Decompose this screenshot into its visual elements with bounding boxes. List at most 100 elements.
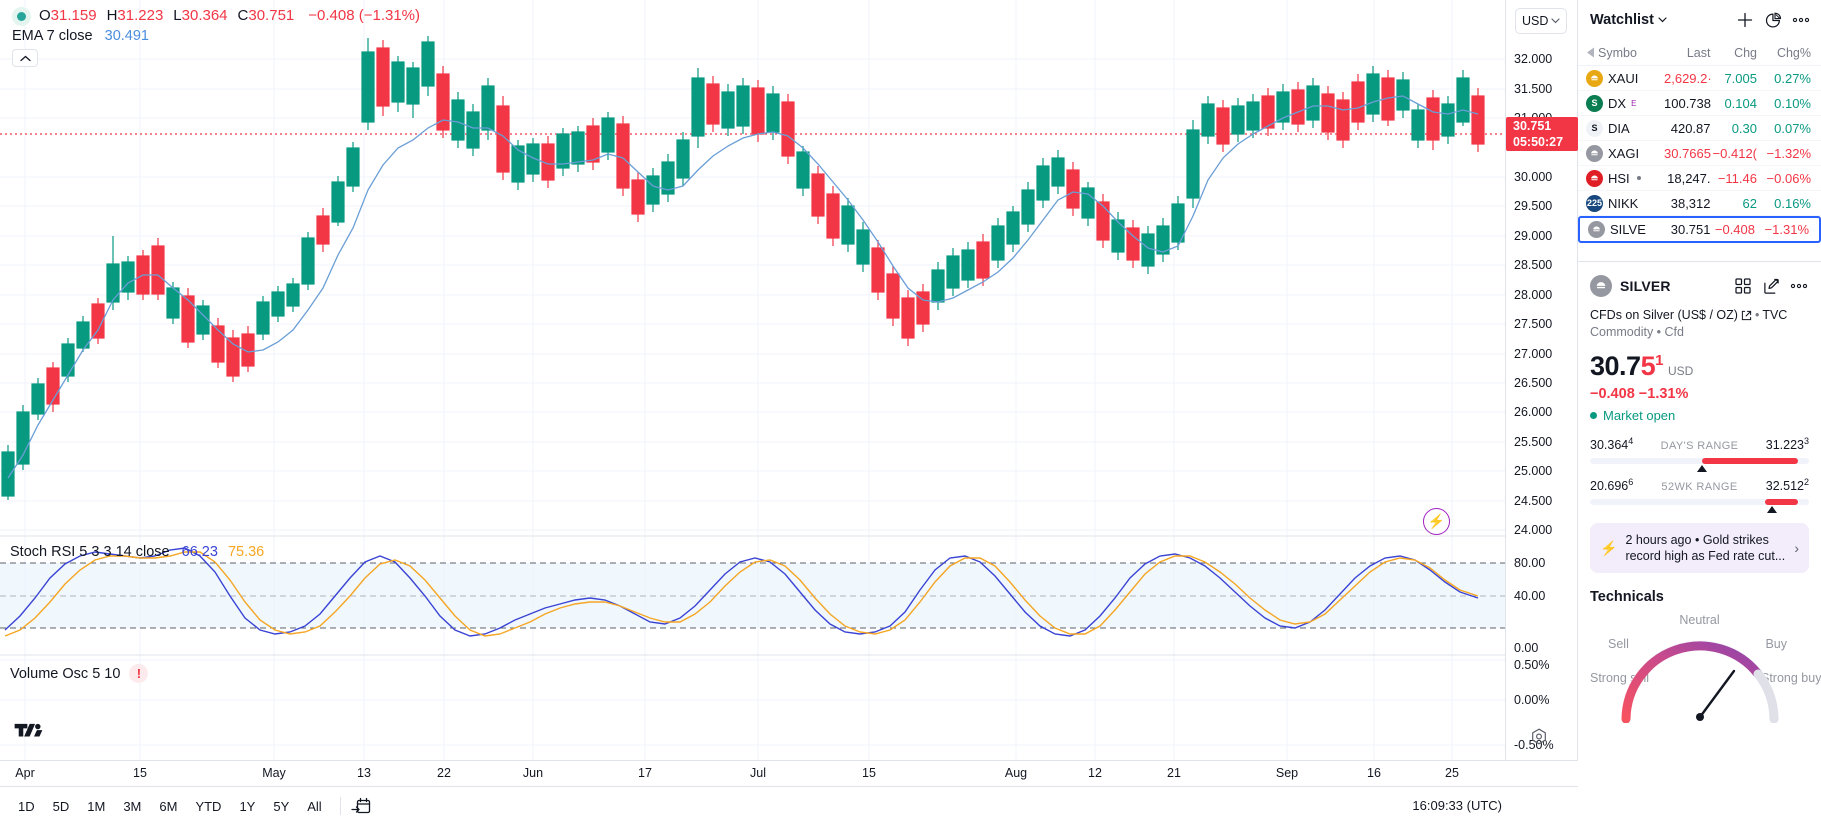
timeframe-3m[interactable]: 3M	[115, 795, 149, 818]
symbol-badge-icon	[1588, 221, 1605, 238]
watchlist-column-headers: Symbo Last Chg Chg%	[1578, 40, 1821, 66]
column-chg[interactable]: Chg	[1734, 45, 1757, 60]
symbol-more-options-icon[interactable]	[1789, 276, 1809, 296]
symbol-label: HSI	[1608, 170, 1630, 186]
time-tick: 12	[1088, 766, 1102, 780]
watchlist-more-options-icon[interactable]	[1791, 10, 1811, 30]
technicals-gauge[interactable]: Neutral Sell Buy Strong sell Strong buy	[1590, 609, 1821, 724]
right-sidebar: Watchlist	[1578, 0, 1821, 825]
symbol-cell: XAUI	[1586, 69, 1664, 87]
gauge-label-strong-buy: Strong buy	[1761, 671, 1821, 686]
stoch-rsi-pane	[0, 547, 1506, 637]
edit-pencil-icon[interactable]	[1761, 276, 1781, 296]
timeframe-1m[interactable]: 1M	[79, 795, 113, 818]
symbol-label: XAGI	[1608, 145, 1640, 161]
last-price-cell: 420.87	[1670, 120, 1711, 136]
price-scale[interactable]: 32.000 31.500 31.000 30.751 05:50:27 30.…	[1505, 0, 1578, 760]
watchlist-title-dropdown[interactable]: Watchlist	[1590, 12, 1667, 28]
timeframe-all[interactable]: All	[299, 795, 329, 818]
timeframe-5y[interactable]: 5Y	[265, 795, 297, 818]
collapse-legend-button[interactable]	[12, 49, 38, 67]
stoch-k-line	[4, 547, 1479, 637]
price-tick: 24.000	[1514, 523, 1553, 537]
last-price-cell: 30.751	[1670, 222, 1711, 237]
current-price-tag: 30.751 05:50:27	[1506, 117, 1578, 151]
time-axis[interactable]: Apr 15 May 13 22 Jun 17 Jul 15 Aug 12 21…	[0, 760, 1578, 786]
symbol-status-dot	[1636, 176, 1641, 180]
ohlc-change: −0.408 (−1.31%)	[308, 7, 421, 24]
ohlc-legend: O31.159 H31.223 L30.364 C30.751 −0.408 (…	[12, 6, 420, 26]
timeframe-6m[interactable]: 6M	[151, 795, 185, 818]
watchlist-row-xaui[interactable]: XAUI 2,629.2· 7.005 0.27%	[1578, 66, 1821, 91]
gauge-needle-pivot	[1695, 713, 1704, 722]
time-tick: 15	[133, 766, 147, 780]
currency-selector[interactable]: USD	[1515, 8, 1567, 34]
watchlist-title: Watchlist	[1590, 12, 1654, 28]
symbol-detail-header: SILVER	[1590, 272, 1809, 300]
ohlc-close: C30.751	[237, 7, 295, 24]
chart-canvas[interactable]	[0, 0, 1578, 760]
current-price: 30.751	[1513, 119, 1552, 133]
watchlist-row-dia[interactable]: S DIA 420.87 0.30 0.07%	[1578, 116, 1821, 141]
toolbar-divider	[339, 797, 341, 815]
news-text: 2 hours ago • Gold strikes record high a…	[1625, 532, 1786, 564]
symbol-cell: 225 NIKK	[1586, 194, 1664, 212]
technicals-title: Technicals	[1590, 589, 1664, 606]
price-tick: 24.500	[1514, 494, 1553, 508]
column-chgpct[interactable]: Chg%	[1776, 45, 1811, 60]
timeframe-1y[interactable]: 1Y	[231, 795, 263, 818]
days-range-labels: 30.3644 DAY'S RANGE 31.2233	[1590, 436, 1809, 452]
tradingview-logo[interactable]	[14, 722, 48, 742]
last-price-cell: 18,247.	[1667, 170, 1711, 186]
watchlist-row-hsi[interactable]: HSI 18,247. −11.46 −0.06%	[1578, 166, 1821, 191]
symbol-label: DIA	[1608, 120, 1630, 136]
external-link-icon[interactable]	[1741, 310, 1752, 321]
news-card[interactable]: ⚡ 2 hours ago • Gold strikes record high…	[1590, 523, 1809, 574]
stoch-tick: 0.00	[1514, 641, 1539, 655]
symbol-description: CFDs on Silver (US$ / OZ)	[1590, 308, 1738, 322]
utc-clock: 16:09:33 (UTC)	[1412, 798, 1502, 813]
add-symbol-icon[interactable]	[1735, 10, 1755, 30]
change-percent-cell: 0.27%	[1774, 70, 1811, 86]
column-last[interactable]: Last	[1686, 45, 1711, 60]
stoch-rsi-legend[interactable]: Stoch RSI 5 3 3 14 close 66.23 75.36	[10, 544, 264, 560]
timeframe-ytd[interactable]: YTD	[187, 795, 229, 818]
grid-layout-icon[interactable]	[1733, 276, 1753, 296]
symbol-name: SILVER	[1620, 278, 1671, 294]
symbol-superscript: E	[1631, 98, 1637, 108]
timeframe-1d[interactable]: 1D	[10, 795, 43, 818]
week52-range-fill	[1765, 499, 1799, 506]
stoch-k-value: 66.23	[181, 544, 218, 560]
column-symbol[interactable]: Symbo	[1586, 46, 1664, 60]
market-status-label: Market open	[1603, 408, 1676, 423]
symbol-status-dot	[12, 6, 31, 26]
watchlist-row-nikk[interactable]: 225 NIKK 38,312 62 0.16%	[1578, 191, 1821, 216]
watchlist-header: Watchlist	[1578, 0, 1821, 40]
timeframe-5d[interactable]: 5D	[45, 795, 78, 818]
symbol-exchange: TVC	[1762, 308, 1788, 322]
technicals-section: Technicals Neutral Sell Buy Strong sell …	[1578, 589, 1821, 724]
price-tick: 25.500	[1514, 435, 1553, 449]
volosc-tick: 0.00%	[1514, 693, 1550, 707]
symbol-cell: S DX E	[1586, 94, 1664, 112]
week52-range-block: 20.6966 52WK RANGE 32.5122	[1590, 477, 1809, 514]
volume-osc-legend[interactable]: Volume Osc 5 10 !	[10, 664, 149, 683]
watchlist-row-xagi[interactable]: XAGI 30.7665 −0.412(−1.32%	[1578, 141, 1821, 166]
warning-icon[interactable]: !	[129, 664, 149, 683]
days-range-fill	[1701, 458, 1799, 465]
ohlc-open: O31.159	[39, 7, 97, 24]
change-cell: −0.412(	[1712, 145, 1757, 161]
gauge-label-sell: Sell	[1608, 637, 1629, 652]
scale-settings-icon[interactable]	[1530, 728, 1548, 746]
last-price-cell: 30.7665	[1664, 145, 1711, 161]
ohlc-high: H31.223	[106, 7, 164, 24]
goto-date-icon[interactable]	[351, 795, 373, 817]
pie-chart-icon[interactable]	[1763, 10, 1783, 30]
news-time: 2 hours ago	[1625, 533, 1692, 548]
watchlist-row-silve[interactable]: SILVE 30.751 −0.408 −1.31%	[1578, 216, 1821, 243]
watchlist-row-dx[interactable]: S DX E 100.738 0.104 0.10%	[1578, 91, 1821, 116]
time-tick: 16	[1367, 766, 1381, 780]
ema-legend[interactable]: EMA 7 close 30.491	[12, 28, 149, 44]
lightning-bolt-icon[interactable]: ⚡	[1423, 508, 1450, 535]
time-tick: 17	[638, 766, 652, 780]
